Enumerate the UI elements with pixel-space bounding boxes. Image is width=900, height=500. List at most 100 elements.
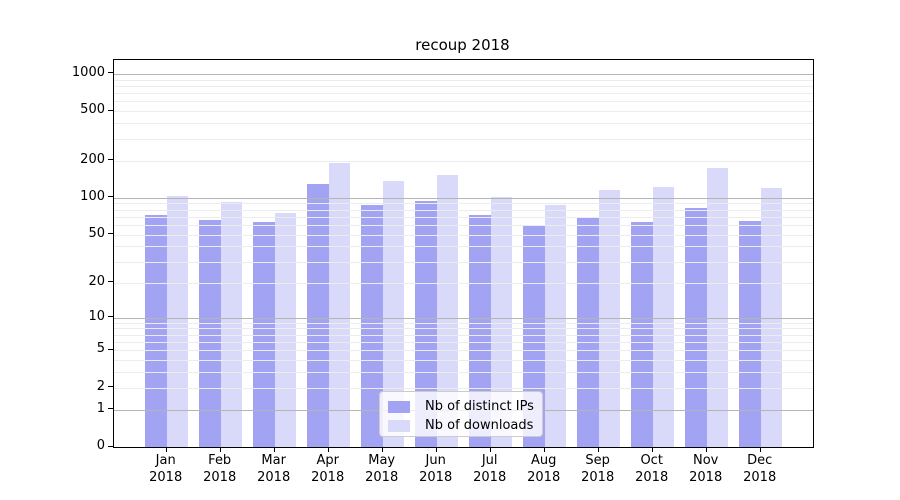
- x-tick-year: 2018: [527, 470, 561, 485]
- x-tick-year: 2018: [419, 470, 453, 485]
- x-tick-mark: [705, 447, 707, 452]
- bar-ips-mar: [253, 222, 275, 447]
- gridline-minor: [114, 203, 813, 205]
- x-tick-label-jun: Jun 2018: [401, 452, 471, 486]
- gridline-minor: [114, 93, 813, 95]
- gridline-minor: [114, 341, 813, 343]
- x-tick-month: Jul: [481, 453, 498, 468]
- y-tick-label: 200: [80, 151, 105, 167]
- x-tick-mark: [219, 447, 221, 452]
- bar-downloads-jul: [490, 196, 513, 447]
- y-tick-mark: [108, 109, 113, 111]
- gridline-minor: [114, 372, 813, 374]
- gridline-major: [114, 197, 813, 199]
- gridline-major: [114, 317, 813, 319]
- gridline-major: [114, 73, 813, 75]
- y-tick-label: 500: [80, 102, 105, 118]
- plot-area: [113, 59, 814, 448]
- gridline-minor: [114, 225, 813, 226]
- bar-downloads-mar: [274, 213, 297, 447]
- x-tick-label-aug: Aug 2018: [509, 452, 579, 486]
- gridline-minor: [114, 246, 813, 248]
- bar-ips-oct: [631, 221, 653, 447]
- gridline-minor: [114, 216, 813, 218]
- x-tick-month: Jan: [155, 453, 176, 468]
- x-tick-month: Dec: [747, 453, 773, 468]
- x-tick-label-mar: Mar 2018: [239, 452, 309, 486]
- gridline-minor: [114, 101, 813, 103]
- gridline-minor: [114, 328, 813, 330]
- gridline-minor: [114, 160, 813, 162]
- x-tick-month: Sep: [585, 453, 610, 468]
- x-tick-month: Mar: [261, 453, 286, 468]
- x-tick-label-oct: Oct 2018: [617, 452, 687, 486]
- x-tick-label-may: May 2018: [347, 452, 417, 486]
- y-tick-label: 2: [96, 378, 105, 394]
- y-tick-mark: [108, 316, 113, 317]
- x-tick-label-dec: Dec 2018: [725, 452, 795, 486]
- legend-item-downloads: Nb of downloads: [388, 416, 534, 435]
- x-tick-label-sep: Sep 2018: [563, 452, 633, 486]
- y-tick-label: 1: [96, 400, 105, 416]
- x-tick-label-apr: Apr 2018: [293, 452, 363, 486]
- gridline-minor: [114, 79, 813, 81]
- y-tick-label: 50: [88, 225, 105, 241]
- bar-downloads-sep: [598, 190, 621, 447]
- bar-downloads-feb: [220, 202, 243, 447]
- y-tick-mark: [108, 408, 113, 410]
- legend-label: Nb of distinct IPs: [425, 399, 534, 414]
- y-tick-label: 1000: [71, 64, 105, 80]
- y-tick-mark: [108, 233, 113, 235]
- bar-ips-dec: [739, 220, 761, 447]
- x-tick-year: 2018: [203, 470, 237, 485]
- bar-downloads-apr: [328, 162, 351, 447]
- y-tick-mark: [108, 72, 113, 74]
- legend-swatch: [388, 400, 410, 413]
- bar-downloads-nov: [706, 167, 729, 447]
- y-tick-mark: [108, 348, 113, 350]
- x-tick-mark: [651, 447, 653, 452]
- bar-ips-feb: [199, 219, 221, 447]
- x-tick-year: 2018: [473, 470, 507, 485]
- gridline-minor: [114, 334, 813, 336]
- gridline-minor: [114, 282, 813, 284]
- gridline-minor: [114, 322, 813, 324]
- x-tick-mark: [273, 447, 275, 452]
- gridline-minor: [114, 234, 813, 236]
- gridline-minor: [114, 85, 813, 87]
- x-tick-year: 2018: [149, 470, 183, 485]
- bar-ips-jan: [145, 214, 167, 447]
- gridline-minor: [114, 350, 813, 352]
- y-tick-mark: [108, 445, 113, 447]
- y-tick-label: 100: [80, 188, 105, 204]
- x-tick-month: Nov: [693, 453, 719, 468]
- x-tick-year: 2018: [311, 470, 345, 485]
- bar-downloads-oct: [652, 187, 675, 447]
- x-tick-label-nov: Nov 2018: [671, 452, 741, 486]
- y-tick-mark: [108, 159, 113, 161]
- x-tick-mark: [165, 447, 167, 452]
- x-tick-month: Jun: [425, 453, 446, 468]
- x-tick-month: Apr: [316, 453, 339, 468]
- gridline-minor: [114, 123, 813, 125]
- bar-downloads-jan: [166, 196, 189, 447]
- gridline-minor: [114, 261, 813, 263]
- gridline-minor: [114, 111, 813, 113]
- gridline-minor: [114, 209, 813, 211]
- x-tick-month: Aug: [530, 453, 557, 468]
- x-tick-mark: [327, 447, 329, 452]
- bar-ips-may: [361, 205, 383, 447]
- chart-title: recoup 2018: [415, 36, 510, 54]
- x-tick-mark: [597, 447, 599, 452]
- gridline-minor: [114, 360, 813, 362]
- x-tick-year: 2018: [743, 470, 777, 485]
- bar-ips-apr: [307, 183, 329, 447]
- x-tick-year: 2018: [689, 470, 723, 485]
- x-tick-month: May: [368, 453, 396, 468]
- gridline-minor: [114, 387, 813, 389]
- bar-ips-sep: [577, 218, 599, 447]
- x-tick-year: 2018: [365, 470, 399, 485]
- bar-ips-jul: [469, 214, 491, 447]
- x-tick-month: Feb: [208, 453, 232, 468]
